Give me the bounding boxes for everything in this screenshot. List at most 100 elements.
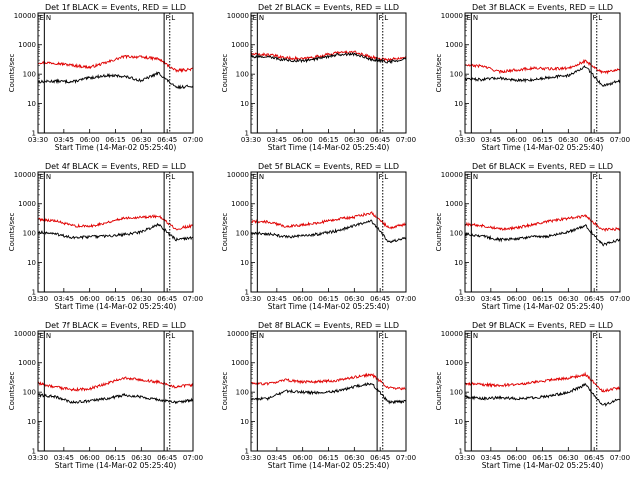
x-tick-label: 06:30 [558,136,578,144]
x-tick-label: 06:45 [370,136,390,144]
x-tick-label: 03:30 [455,454,475,462]
black-events-series [464,64,621,87]
y-tick-label: 10000 [227,330,249,338]
marker-label-n: N [473,173,478,181]
x-tick-label: 06:30 [344,454,364,462]
y-tick-label: 10 [240,418,249,426]
y-tick-label: 10000 [441,171,463,179]
marker-label-f: F [166,14,170,22]
marker-label-e: E [467,332,471,340]
x-tick-label: 07:00 [396,454,416,462]
y-tick-label: 1000 [18,359,36,367]
marker-label-f: F [593,14,597,22]
x-tick-label: 06:00 [293,295,313,303]
marker-label-n: N [259,332,264,340]
marker-label-l: L [171,332,175,340]
y-axis-label: Counts/sec [221,54,229,93]
marker-label-n: N [259,173,264,181]
marker-label-f: F [379,173,383,181]
y-axis-label: Counts/sec [8,213,16,252]
black-events-series [37,392,194,405]
x-axis-label: Start Time (14-Mar-02 05:25:40) [268,302,390,311]
marker-label-f: F [379,14,383,22]
x-tick-label: 06:15 [532,295,552,303]
marker-label-f: F [166,332,170,340]
y-tick-label: 1000 [231,359,249,367]
x-tick-label: 03:30 [241,136,261,144]
marker-label-l: L [384,14,388,22]
x-tick-label: 03:45 [267,136,287,144]
x-tick-label: 06:45 [157,136,177,144]
black-events-series [464,224,621,247]
x-tick-label: 06:30 [558,295,578,303]
y-tick-label: 10000 [441,330,463,338]
x-tick-label: 06:30 [558,454,578,462]
black-events-series [37,222,194,242]
y-tick-label: 100 [236,71,249,79]
x-tick-label: 06:15 [318,136,338,144]
red-lld-series [37,54,194,73]
y-tick-label: 10 [27,259,36,267]
x-axis-label: Start Time (14-Mar-02 05:25:40) [268,461,390,470]
panel-title: Det 1f BLACK = Events, RED = LLD [45,3,186,12]
black-events-series [464,382,621,407]
y-tick-label: 1 [32,289,36,297]
x-axis-label: Start Time (14-Mar-02 05:25:40) [482,461,604,470]
x-tick-label: 06:15 [532,454,552,462]
x-tick-label: 03:30 [455,295,475,303]
marker-label-l: L [171,14,175,22]
panel-title: Det 3f BLACK = Events, RED = LLD [472,3,613,12]
marker-label-e: E [40,14,44,22]
x-tick-label: 06:30 [344,295,364,303]
x-axis-label: Start Time (14-Mar-02 05:25:40) [55,143,177,152]
marker-label-n: N [473,14,478,22]
black-events-series [250,52,407,65]
marker-label-f: F [593,332,597,340]
x-tick-label: 06:45 [584,136,604,144]
panel-title: Det 2f BLACK = Events, RED = LLD [258,3,399,12]
x-tick-label: 06:00 [293,454,313,462]
x-tick-label: 06:00 [80,295,100,303]
x-tick-label: 06:45 [157,295,177,303]
y-tick-label: 1 [32,130,36,138]
x-tick-label: 03:45 [54,454,74,462]
y-axis-label: Counts/sec [8,54,16,93]
y-tick-label: 100 [236,389,249,397]
y-tick-label: 1 [245,130,249,138]
x-tick-label: 06:15 [532,136,552,144]
x-axis-label: Start Time (14-Mar-02 05:25:40) [55,461,177,470]
y-tick-label: 100 [450,230,463,238]
marker-label-l: L [598,332,602,340]
x-tick-label: 06:00 [80,136,100,144]
marker-label-f: F [593,173,597,181]
x-tick-label: 06:00 [80,454,100,462]
panel-title: Det 4f BLACK = Events, RED = LLD [45,162,186,171]
y-tick-label: 1000 [231,200,249,208]
x-tick-label: 03:30 [28,136,48,144]
x-tick-label: 07:00 [610,295,630,303]
marker-label-n: N [46,14,51,22]
red-lld-series [37,214,194,231]
x-tick-label: 06:45 [370,454,390,462]
x-tick-label: 03:45 [54,295,74,303]
x-tick-label: 06:15 [105,454,125,462]
x-tick-label: 07:00 [183,136,203,144]
marker-label-l: L [384,332,388,340]
red-lld-series [250,372,407,391]
marker-label-e: E [253,14,257,22]
y-tick-label: 1000 [445,359,463,367]
y-tick-label: 1 [459,289,463,297]
x-tick-label: 03:45 [267,295,287,303]
x-tick-label: 07:00 [610,454,630,462]
x-tick-label: 06:30 [131,295,151,303]
x-axis-label: Start Time (14-Mar-02 05:25:40) [482,143,604,152]
marker-label-l: L [384,173,388,181]
black-events-series [251,381,407,405]
x-tick-label: 03:45 [267,454,287,462]
marker-label-e: E [40,173,44,181]
x-tick-label: 06:30 [131,136,151,144]
x-tick-label: 03:30 [241,295,261,303]
